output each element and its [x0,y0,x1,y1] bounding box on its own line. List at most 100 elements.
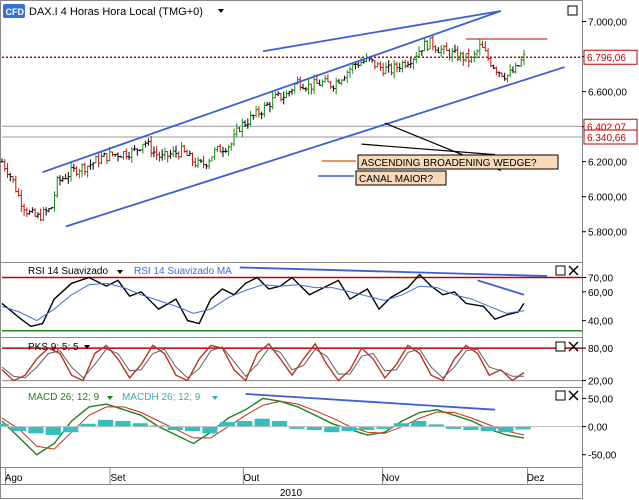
pks-layer: 20,00 80,00 [1,342,613,388]
macd-histogram-bar [376,426,392,429]
pks-minimize-icon[interactable] [555,341,566,352]
macd-y-tick-label: -50,00 [588,451,617,462]
macd-histogram-bar [219,422,235,427]
pks-dropdown-icon[interactable] [84,345,90,349]
macdh-dropdown-icon[interactable] [212,396,218,400]
macd-y-tick-label: 0,00 [588,423,608,434]
macd-title[interactable]: MACD 26; 12; 9 [28,392,100,403]
macd-histogram-bar [237,420,253,427]
channel-mid-line [262,10,501,53]
x-axis-label: Out [243,473,259,484]
macd-histogram-bar [254,418,270,427]
macd-histogram-bar [97,419,114,427]
macd-histogram-bar [150,425,166,427]
macd-histogram-bar [10,426,27,432]
price-y-tick-label: 5.800,00 [588,228,627,239]
macd-series-line [1,400,525,450]
macd-y-tick-label: 50,00 [588,394,613,405]
macd-histogram-bar [393,423,409,427]
price-label: 6.340,66 [587,133,626,144]
price-label: 6.402,07 [587,122,626,133]
price-y-tick-label: 6.000,00 [588,193,627,204]
price-y-tick-label: 6.600,00 [588,88,627,99]
price-y-tick-label: 6.200,00 [588,158,627,169]
logo-badge [3,4,25,18]
x-axis-label: Ago [5,473,23,484]
x-axis-label: Dez [527,473,545,484]
macd-series-line [1,397,525,456]
rsi-y-tick-label: 40,00 [588,317,613,328]
rsi-divergence-line [239,266,548,277]
macd-layer: -50,00 0,00 50,00 [0,393,617,462]
rsi-ma-title[interactable]: RSI 14 Suavizado MA [134,266,232,277]
macd-minimize-icon[interactable] [555,390,566,401]
rsi-layer: 40,00 60,00 70,00 [1,266,613,332]
price-label-box [583,129,638,145]
price-y-tick-label: 7.000,00 [588,18,627,29]
macd-histogram-bar [132,423,148,427]
macd-histogram-bar [341,426,357,432]
rsi-y-tick-label: 70,00 [588,274,613,285]
channel-lower-line [65,66,565,228]
macd-histogram-bar [463,426,479,430]
macd-histogram-bar [306,426,322,430]
macd-histogram-bar [28,426,44,434]
macd-close-icon[interactable] [568,390,579,401]
pks-close-icon[interactable] [568,341,579,352]
pks-y-tick-label: 20,00 [588,377,613,388]
rsi-close-icon[interactable] [568,265,579,276]
macd-histogram-bar [445,426,462,429]
rsi-series-line [1,282,525,322]
wedge-label-box [357,154,559,170]
price-label: 6.796,06 [587,53,626,64]
macd-histogram-bar [480,426,496,432]
rsi-minimize-icon[interactable] [555,265,566,276]
pks-series-line [1,346,524,379]
rsi-title[interactable]: RSI 14 Suavizado [28,266,108,277]
macd-histogram-bar [184,426,201,432]
pks-title[interactable]: PKS 9; 5; 5 [28,342,79,353]
macd-histogram-bar [167,426,183,430]
macd-histogram-bar [428,424,444,427]
axis-panel-frame [0,467,583,499]
rsi-divergence-short-line [477,279,525,296]
macd-histogram-bar [45,426,61,436]
channel-upper-line [42,10,502,174]
pks-y-tick-label: 80,00 [588,344,613,355]
macd-histogram-bar [411,420,427,427]
macd-histogram-bar [271,420,288,427]
x-axis-label: Nov [382,473,400,484]
rsi-series-line [1,273,525,328]
macdh-title[interactable]: MACDH 26; 12; 9 [122,392,201,403]
price-label-box [583,49,638,65]
price-minimize-icon[interactable] [567,5,578,16]
macd-histogram-bar [324,426,340,433]
rsi-y-tick-label: 60,00 [588,288,613,299]
macd-histogram-bar [0,423,9,427]
macd-histogram-bar [202,426,218,434]
macd-histogram-bar [289,426,305,429]
channel-label-box [355,170,447,186]
wedge-x1-line [361,143,496,156]
logo-text: CFD [6,7,25,17]
year-label: 2010 [280,488,303,499]
x-axis-layer: Ago Set Out Nov Dez 2010 [5,468,545,499]
macd-histogram-bar [115,420,131,427]
rsi-dropdown-icon[interactable] [117,270,123,274]
pks-panel-frame [0,337,583,388]
macd-histogram-bar [80,423,96,427]
pks-series-line [1,342,525,382]
chart-title[interactable]: DAX.I 4 Horas Hora Local (TMG+0) [29,6,203,18]
macd-histogram-bar [515,426,531,430]
price-panel-frame [0,0,583,263]
macd-histogram-bar [358,426,375,430]
macd-histogram-bar [63,426,79,433]
macd-divergence-line [245,393,496,411]
macd-dropdown-icon[interactable] [107,396,113,400]
title-dropdown-icon[interactable] [218,9,224,13]
channel-label: CANAL MAIOR? [359,174,434,185]
wedge-label: ASCENDING BROADENING WEDGE? [361,158,537,169]
macd-histogram-bar [498,426,514,433]
x-axis-label: Set [110,473,125,484]
